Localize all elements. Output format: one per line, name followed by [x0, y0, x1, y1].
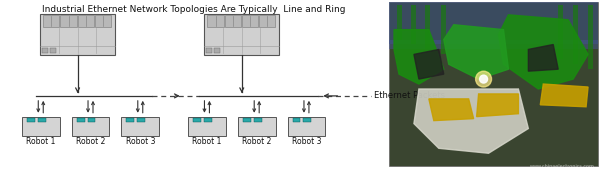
- Bar: [425, 5, 430, 49]
- Text: Robot 3: Robot 3: [125, 137, 155, 146]
- Bar: [588, 5, 593, 69]
- Polygon shape: [414, 49, 444, 79]
- Bar: [254, 118, 262, 122]
- Bar: [287, 117, 325, 137]
- Bar: [397, 5, 402, 40]
- Bar: [61, 15, 77, 27]
- Bar: [88, 118, 95, 122]
- Polygon shape: [476, 94, 518, 117]
- Polygon shape: [529, 45, 558, 71]
- Bar: [205, 14, 279, 55]
- Bar: [573, 5, 578, 64]
- Bar: [243, 118, 251, 122]
- Bar: [293, 118, 301, 122]
- Bar: [38, 118, 46, 122]
- Bar: [204, 118, 212, 122]
- Bar: [389, 2, 598, 45]
- Polygon shape: [540, 84, 588, 107]
- Bar: [389, 40, 598, 49]
- Bar: [188, 117, 226, 137]
- Bar: [389, 2, 598, 166]
- Bar: [27, 118, 35, 122]
- Bar: [224, 15, 241, 27]
- Text: Industrial Ethernet Network Topologies Are Typically  Line and Ring: Industrial Ethernet Network Topologies A…: [42, 5, 346, 14]
- Bar: [208, 15, 224, 27]
- Bar: [238, 117, 275, 137]
- Bar: [304, 118, 311, 122]
- Bar: [214, 48, 220, 53]
- Polygon shape: [414, 89, 529, 153]
- Text: Robot 1: Robot 1: [26, 137, 55, 146]
- Bar: [40, 14, 115, 55]
- Bar: [95, 15, 111, 27]
- Text: Robot 1: Robot 1: [192, 137, 221, 146]
- Text: Robot 2: Robot 2: [76, 137, 105, 146]
- Bar: [42, 48, 48, 53]
- Bar: [71, 117, 109, 137]
- Text: Robot 3: Robot 3: [292, 137, 321, 146]
- Circle shape: [479, 75, 488, 83]
- Text: www.chinaelectronics.com: www.chinaelectronics.com: [530, 164, 595, 169]
- Bar: [441, 5, 446, 54]
- Text: Robot 2: Robot 2: [242, 137, 271, 146]
- Text: Ethernet Packets: Ethernet Packets: [374, 91, 445, 100]
- Bar: [77, 118, 85, 122]
- Polygon shape: [429, 99, 473, 121]
- Polygon shape: [394, 30, 444, 84]
- Bar: [127, 118, 134, 122]
- Bar: [193, 118, 201, 122]
- Bar: [77, 15, 94, 27]
- Bar: [242, 15, 258, 27]
- Circle shape: [476, 71, 491, 87]
- Bar: [137, 118, 145, 122]
- Bar: [50, 48, 56, 53]
- Bar: [411, 5, 416, 45]
- Bar: [206, 48, 212, 53]
- Bar: [558, 5, 563, 59]
- Polygon shape: [499, 15, 588, 89]
- Bar: [121, 117, 159, 137]
- Bar: [22, 117, 59, 137]
- Bar: [43, 15, 59, 27]
- Bar: [259, 15, 275, 27]
- Polygon shape: [444, 25, 508, 79]
